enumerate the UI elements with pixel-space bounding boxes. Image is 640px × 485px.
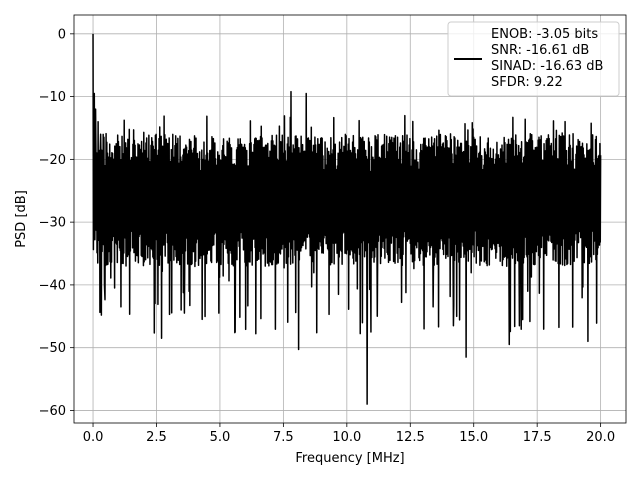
x-tick-label: 12.5 [396, 430, 425, 445]
y-tick-label: −40 [39, 278, 66, 293]
y-tick-label: −60 [39, 404, 66, 419]
x-tick-label: 5.0 [210, 430, 231, 445]
x-tick-label: 10.0 [332, 430, 361, 445]
legend-entry-sfdr: SFDR: 9.22 [491, 75, 563, 90]
x-tick-label: 20.0 [586, 430, 615, 445]
x-tick-label: 0.0 [83, 430, 104, 445]
y-tick-label: −50 [39, 341, 66, 356]
legend: ENOB: -3.05 bits SNR: -16.61 dB SINAD: -… [447, 21, 620, 97]
psd-series-line [92, 33, 602, 405]
y-tick-label: −30 [39, 216, 66, 231]
x-tick-label: 17.5 [523, 430, 552, 445]
y-axis-label: PSD [dB] [14, 190, 29, 248]
x-tick-label: 15.0 [459, 430, 488, 445]
x-axis-label: Frequency [MHz] [295, 451, 404, 466]
y-tick-label: 0 [58, 27, 66, 42]
series-layer [92, 33, 602, 405]
legend-box [447, 21, 620, 97]
legend-entry-snr: SNR: -16.61 dB [491, 43, 589, 58]
legend-entry-sinad: SINAD: -16.63 dB [491, 59, 603, 74]
y-tick-label: −20 [39, 153, 66, 168]
x-tick-label: 2.5 [146, 430, 167, 445]
x-tick-label: 7.5 [273, 430, 294, 445]
y-tick-label: −10 [39, 90, 66, 105]
ticks: 0.0 2.5 5.0 7.5 10.0 12.5 15.0 17.5 20.0 0 −10 −20 −… [39, 27, 616, 445]
legend-entry-enob: ENOB: -3.05 bits [491, 27, 598, 42]
plot-frame [73, 14, 627, 424]
